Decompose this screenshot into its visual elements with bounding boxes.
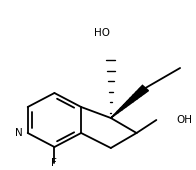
Polygon shape bbox=[130, 95, 137, 102]
Polygon shape bbox=[136, 89, 145, 96]
Polygon shape bbox=[127, 98, 133, 104]
Text: N: N bbox=[15, 128, 23, 138]
Polygon shape bbox=[133, 92, 141, 99]
Polygon shape bbox=[139, 85, 148, 93]
Text: F: F bbox=[52, 158, 57, 168]
Polygon shape bbox=[111, 115, 115, 118]
Text: HO: HO bbox=[94, 28, 110, 38]
Polygon shape bbox=[123, 102, 130, 107]
Polygon shape bbox=[117, 108, 122, 113]
Polygon shape bbox=[114, 112, 118, 115]
Polygon shape bbox=[120, 105, 126, 110]
Text: OH: OH bbox=[176, 115, 192, 125]
